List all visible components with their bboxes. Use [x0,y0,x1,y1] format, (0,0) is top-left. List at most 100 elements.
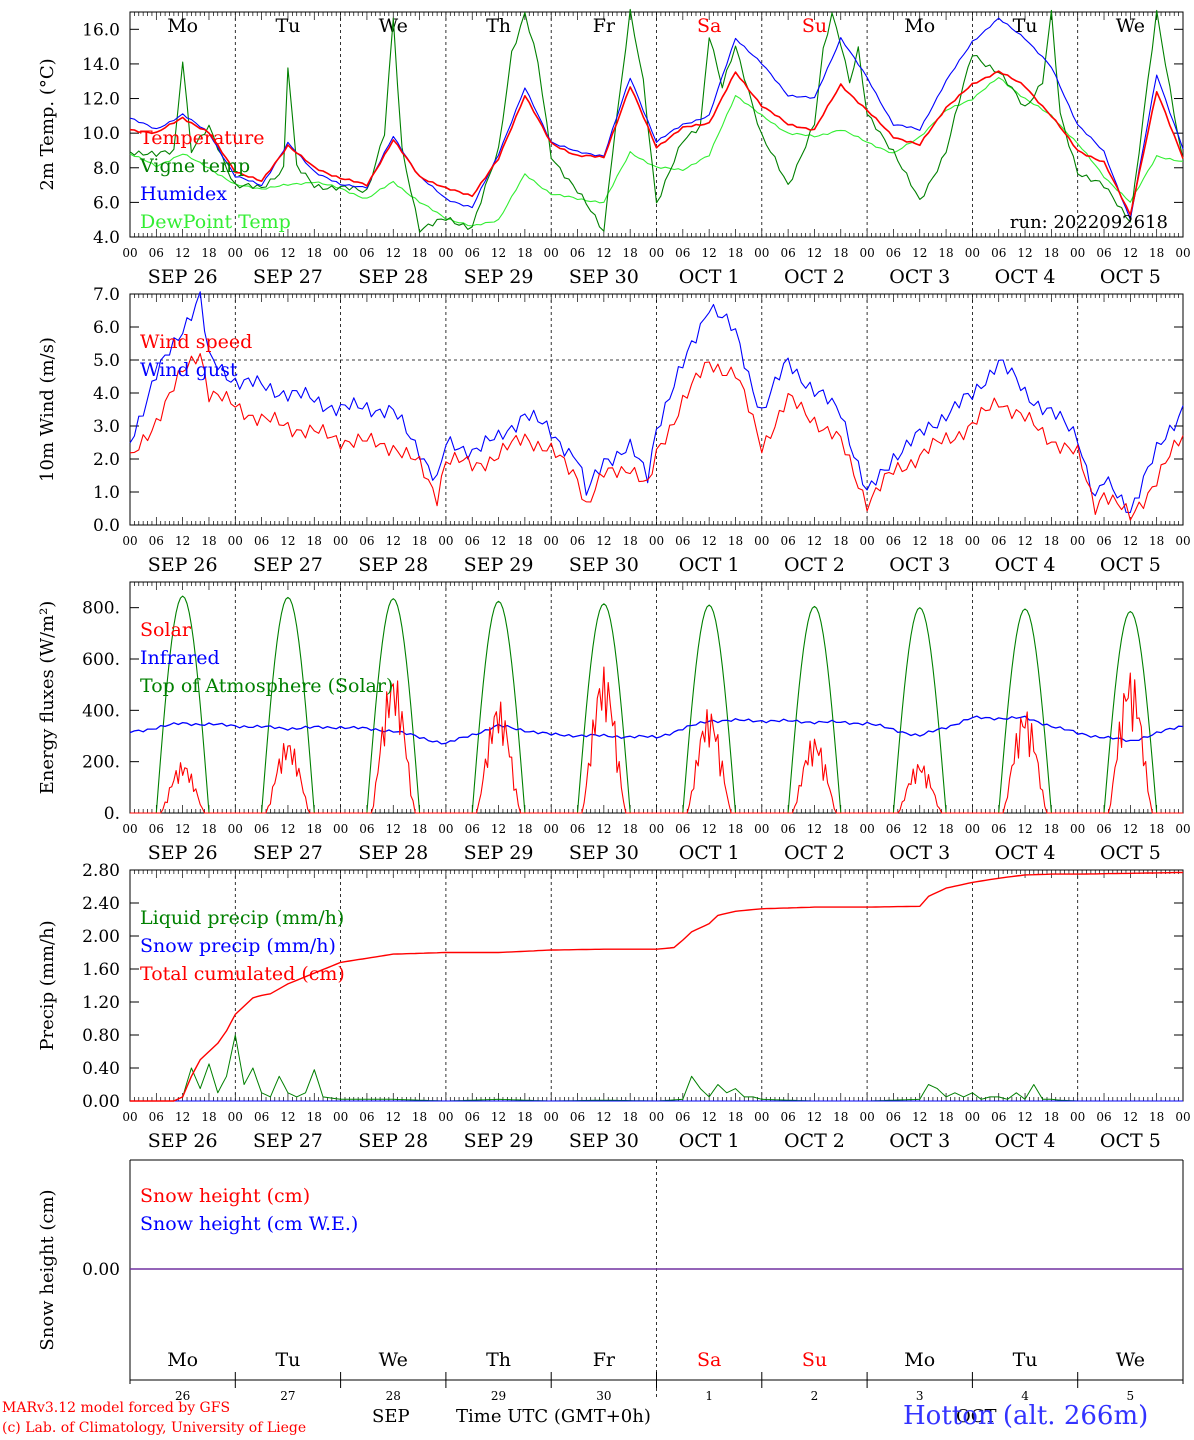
hour-tick-label: 06 [149,822,164,836]
hour-tick-label: 00 [965,246,980,260]
y-axis-label: 2m Temp. (°C) [37,58,58,190]
legend-temperature: Temperature [140,127,264,149]
hour-tick-label: 06 [359,534,374,548]
hour-tick-label: 18 [412,246,427,260]
hour-tick-label: 06 [359,246,374,260]
hour-tick-label: 00 [965,1110,980,1124]
hour-tick-label: 06 [675,246,690,260]
hour-tick-label: 12 [1017,534,1032,548]
hour-tick-label: 18 [833,246,848,260]
date-label: SEP 26 [148,842,218,864]
date-label: OCT 3 [889,842,950,864]
hour-tick-label: 12 [280,822,295,836]
hour-tick-label: 06 [149,534,164,548]
hour-tick-label: 06 [675,822,690,836]
series-line-temperature [129,70,1184,216]
hour-tick-label: 00 [649,534,664,548]
hour-tick-label: 00 [754,534,769,548]
day-name-label: Fr [593,15,616,37]
day-name-label: Tu [275,1349,300,1371]
hour-tick-label: 06 [1096,534,1111,548]
y-tick-label: 8.0 [93,159,120,179]
series-line-humidex [129,17,1184,221]
date-label: OCT 5 [1100,842,1161,864]
hour-tick-label: 00 [544,1110,559,1124]
day-name-label: Mo [904,1349,935,1371]
hour-tick-label: 18 [1149,1110,1164,1124]
date-label: SEP 28 [358,266,428,288]
hour-tick-label: 12 [491,534,506,548]
hour-tick-label: 12 [596,246,611,260]
hour-tick-label: 06 [886,822,901,836]
hour-tick-label: 00 [544,246,559,260]
series-line-total-cumulated [130,871,1183,1102]
hour-tick-label: 18 [517,1110,532,1124]
y-tick-label: 0.40 [82,1059,120,1079]
hour-tick-label: 18 [307,1110,322,1124]
legend-snow-precip-mm-h: Snow precip (mm/h) [140,935,336,957]
hour-tick-label: 18 [623,822,638,836]
day-name-label: Su [802,1349,827,1371]
y-tick-label: 1.0 [93,483,120,503]
day-name-label: Sa [697,15,721,37]
series-line-wind-speed [129,353,1184,521]
day-number-label: 28 [386,1389,401,1403]
hour-tick-label: 00 [122,534,137,548]
y-tick-label: 6.0 [93,193,120,213]
hour-tick-label: 12 [912,1110,927,1124]
hour-tick-label: 18 [412,822,427,836]
hour-tick-label: 06 [570,1110,585,1124]
time-axis-label: Time UTC (GMT+0h) [456,1406,651,1427]
hour-tick-label: 18 [517,534,532,548]
date-label: OCT 3 [889,1130,950,1152]
date-label: OCT 1 [679,554,740,576]
day-name-label: Tu [1013,1349,1038,1371]
y-tick-label: 0.0 [93,516,120,536]
date-label: SEP 30 [569,554,639,576]
day-name-label: Fr [593,1349,616,1371]
panel-energy: 00 06 12 18 00 06 12 18 00 06 12 18 00 06 12 18 00 06 12 18… [37,581,1191,864]
hour-tick-label: 06 [675,1110,690,1124]
hour-tick-label: 06 [780,822,795,836]
hour-tick-label: 18 [833,822,848,836]
day-number-label: 30 [596,1389,611,1403]
hour-tick-label: 06 [359,1110,374,1124]
panel-wind: 00 06 12 18 00 06 12 18 00 06 12 18 00 06 12 18 00 06 12 18… [37,285,1191,576]
y-tick-label: 0.00 [82,1260,120,1280]
hour-tick-label: 00 [859,246,874,260]
legend-total-cumulated-cm: Total cumulated (cm) [140,963,345,985]
hour-tick-label: 06 [1096,822,1111,836]
date-label: OCT 1 [679,842,740,864]
hour-tick-label: 12 [1123,246,1138,260]
hour-tick-label: 18 [623,1110,638,1124]
hour-tick-label: 18 [1044,246,1059,260]
hour-tick-label: 18 [201,246,216,260]
hour-tick-label: 12 [807,1110,822,1124]
date-label: OCT 4 [995,1130,1056,1152]
y-tick-label: 5.0 [93,351,120,371]
hour-tick-label: 06 [570,822,585,836]
hour-tick-label: 18 [623,534,638,548]
day-number-label: 26 [175,1389,190,1403]
hour-tick-label: 12 [1017,822,1032,836]
day-number-label: 4 [1021,1389,1029,1403]
hour-tick-label: 00 [965,534,980,548]
hour-tick-label: 18 [938,1110,953,1124]
date-label: OCT 2 [784,266,845,288]
hour-tick-label: 18 [1044,534,1059,548]
hour-tick-label: 12 [1123,534,1138,548]
date-label: SEP 26 [148,1130,218,1152]
date-label: OCT 2 [784,842,845,864]
hour-tick-label: 12 [280,534,295,548]
series-line-wind-gust [129,291,1184,514]
hour-tick-label: 06 [465,534,480,548]
hour-tick-label: 12 [596,1110,611,1124]
hour-tick-label: 00 [333,246,348,260]
date-label: OCT 3 [889,266,950,288]
hour-tick-label: 06 [465,1110,480,1124]
hour-tick-label: 00 [754,822,769,836]
hour-tick-label: 00 [228,246,243,260]
hour-tick-label: 12 [175,822,190,836]
date-label: OCT 5 [1100,1130,1161,1152]
hour-tick-label: 06 [254,246,269,260]
